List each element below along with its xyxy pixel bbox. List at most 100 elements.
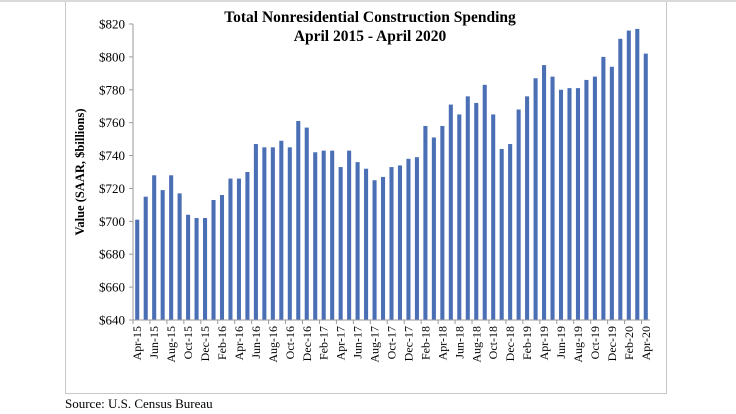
x-tick-label: Feb-18	[418, 326, 432, 360]
x-tick-label: Apr-20	[639, 326, 653, 360]
x-tick-label: Apr-16	[232, 326, 246, 360]
bar-Nov-15	[194, 218, 199, 320]
bar-May-15	[143, 196, 148, 320]
x-axis-ticks: Apr-15 Jun-15 Aug-15 Oct-15 Dec-15 Feb-16 Apr-…	[130, 320, 653, 363]
x-tick-label: Jun-15	[147, 326, 161, 359]
x-tick-label: Feb-16	[215, 326, 229, 360]
source-note: Source: U.S. Census Bureau	[65, 396, 213, 411]
bar-Apr-18	[440, 125, 445, 321]
bar-Sep-18	[482, 84, 487, 320]
bar-Aug-18	[474, 102, 479, 321]
bar-Jun-16	[253, 144, 258, 320]
bar-Sep-15	[177, 193, 182, 320]
y-tick-label: $700	[99, 214, 125, 229]
x-tick-label: Dec-18	[503, 326, 517, 361]
bar-Sep-17	[380, 176, 386, 320]
bar-Jul-16	[262, 147, 267, 320]
bar-Oct-18	[491, 114, 496, 320]
bar-Jan-19	[516, 109, 521, 320]
bar-Feb-20	[626, 30, 631, 321]
bar-Mar-16	[228, 178, 233, 320]
x-tick-label: Oct-17	[385, 326, 399, 359]
x-tick-label: Feb-19	[520, 326, 534, 360]
x-tick-label: Apr-15	[130, 326, 144, 360]
y-tick-label: $760	[99, 115, 125, 130]
bar-Jan-18	[414, 157, 419, 320]
bar-Aug-17	[372, 180, 377, 320]
bar-Dec-18	[508, 144, 513, 320]
x-tick-label: Feb-20	[622, 326, 636, 360]
bar-Sep-19	[584, 79, 589, 320]
bar-Oct-15	[186, 214, 191, 320]
bar-Dec-16	[304, 127, 309, 320]
x-tick-label: Jun-18	[452, 326, 466, 359]
bar-Jan-17	[313, 152, 318, 320]
axes	[132, 24, 650, 321]
y-tick-label: $800	[99, 49, 125, 64]
bar-Jan-16	[211, 199, 216, 320]
bar-Mar-18	[431, 137, 436, 320]
bar-Nov-19	[601, 56, 606, 320]
x-tick-label: Dec-15	[198, 326, 212, 361]
bar-Oct-17	[389, 167, 394, 320]
top-border	[0, 0, 736, 2]
bar-Feb-17	[321, 150, 326, 320]
x-tick-label: Dec-16	[300, 326, 314, 361]
y-tick-label: $720	[99, 181, 125, 196]
bar-Apr-17	[338, 167, 343, 320]
bar-Jun-15	[152, 175, 157, 320]
y-tick-label: $680	[99, 247, 125, 262]
bar-Sep-16	[279, 140, 284, 320]
y-tick-label: $640	[99, 313, 125, 328]
bar-Apr-19	[542, 65, 547, 320]
bar-Mar-20	[635, 28, 640, 321]
bar-Feb-18	[423, 125, 428, 321]
chart-subtitle: April 2015 - April 2020	[294, 28, 447, 45]
x-tick-label: Apr-18	[435, 326, 449, 360]
bar-Oct-19	[592, 76, 597, 321]
bar-Apr-20	[643, 53, 648, 320]
bar-Nov-16	[296, 121, 301, 321]
bar-Feb-19	[525, 96, 530, 320]
x-tick-label: Dec-19	[605, 326, 619, 361]
x-tick-label: Oct-18	[486, 326, 500, 359]
bar-Jan-20	[618, 38, 623, 321]
x-tick-label: Aug-17	[368, 326, 382, 363]
bar-Mar-19	[533, 78, 538, 321]
bar-Jul-18	[465, 96, 470, 320]
x-tick-label: Aug-15	[164, 326, 178, 363]
x-tick-label: Aug-16	[266, 326, 280, 363]
bar-Jul-19	[567, 88, 572, 320]
x-tick-label: Oct-19	[588, 326, 602, 359]
bar-Aug-16	[270, 147, 275, 320]
bar-Dec-15	[203, 218, 208, 320]
bar-Dec-19	[609, 66, 614, 320]
x-tick-label: Feb-17	[317, 326, 331, 360]
bar-May-17	[347, 150, 352, 320]
bar-Nov-18	[499, 148, 504, 320]
bar-Nov-17	[397, 165, 403, 320]
y-tick-label: $740	[99, 148, 125, 163]
bar-Aug-15	[169, 175, 174, 320]
bar-Jul-15	[160, 190, 165, 320]
bar-Oct-16	[287, 147, 292, 320]
bar-Jun-18	[457, 114, 462, 320]
y-tick-label: $780	[99, 82, 125, 97]
bar-Jun-19	[558, 89, 564, 320]
x-tick-label: Jun-16	[249, 326, 263, 359]
x-tick-label: Oct-16	[283, 326, 297, 359]
x-tick-label: Aug-19	[571, 326, 585, 363]
bar-Jun-17	[355, 162, 360, 320]
bar-May-19	[550, 76, 555, 321]
bar-May-18	[448, 104, 453, 320]
x-tick-label: Aug-18	[469, 326, 483, 363]
bar-Apr-16	[236, 178, 241, 320]
x-tick-label: Jun-19	[554, 326, 568, 359]
bar-Apr-15	[135, 219, 140, 320]
y-axis-label: Value (SAAR, $billions)	[73, 109, 87, 236]
bar-Jul-17	[364, 168, 369, 320]
bar-Feb-16	[219, 195, 225, 320]
x-tick-label: Apr-19	[537, 326, 551, 360]
bar-Dec-17	[406, 158, 411, 320]
